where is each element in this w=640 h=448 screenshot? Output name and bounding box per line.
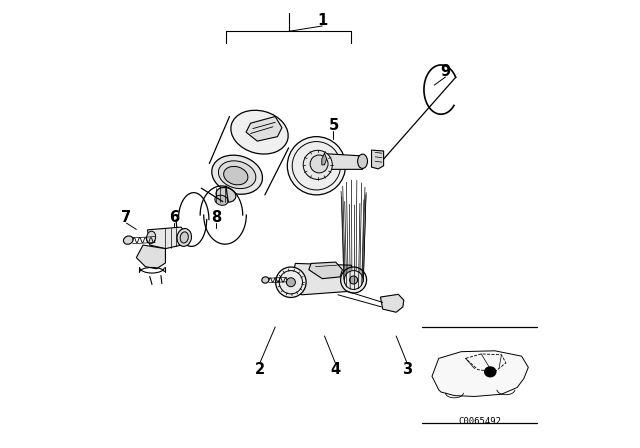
Ellipse shape [349, 276, 358, 284]
Polygon shape [136, 245, 165, 269]
Text: 1: 1 [317, 13, 328, 28]
Text: 8: 8 [211, 210, 221, 225]
Ellipse shape [358, 154, 367, 168]
Ellipse shape [124, 236, 133, 244]
Text: 6: 6 [170, 210, 179, 225]
Ellipse shape [215, 195, 228, 205]
Ellipse shape [177, 228, 191, 246]
Text: 5: 5 [328, 118, 339, 133]
Polygon shape [309, 262, 342, 279]
Ellipse shape [484, 366, 497, 377]
Ellipse shape [292, 142, 340, 190]
Ellipse shape [147, 231, 156, 244]
Ellipse shape [303, 151, 332, 179]
Text: 3: 3 [403, 362, 412, 377]
Ellipse shape [340, 267, 367, 293]
Polygon shape [432, 351, 529, 396]
Ellipse shape [180, 232, 188, 243]
Ellipse shape [287, 137, 346, 195]
Ellipse shape [212, 155, 262, 194]
Ellipse shape [223, 166, 248, 185]
Ellipse shape [279, 271, 303, 294]
Polygon shape [284, 263, 353, 295]
Ellipse shape [231, 110, 288, 154]
Polygon shape [322, 153, 327, 165]
Text: 4: 4 [331, 362, 340, 377]
Ellipse shape [310, 155, 328, 173]
Text: 9: 9 [440, 64, 451, 79]
Text: 2: 2 [255, 362, 264, 377]
Ellipse shape [344, 271, 363, 289]
Text: C0065492: C0065492 [458, 417, 501, 426]
Polygon shape [148, 227, 188, 249]
Ellipse shape [287, 278, 296, 287]
Ellipse shape [216, 187, 236, 202]
Ellipse shape [276, 267, 306, 297]
Polygon shape [380, 294, 404, 312]
Polygon shape [246, 116, 282, 141]
Text: 7: 7 [122, 210, 132, 225]
Ellipse shape [262, 277, 269, 283]
Ellipse shape [218, 161, 256, 189]
Polygon shape [316, 153, 362, 169]
Polygon shape [371, 150, 383, 169]
